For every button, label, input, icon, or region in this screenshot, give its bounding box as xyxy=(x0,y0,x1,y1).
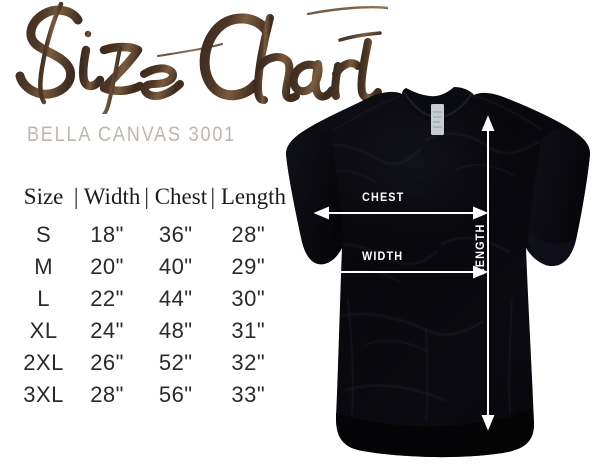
cell-size: 3XL xyxy=(23,382,64,407)
cell-width: 24" xyxy=(90,318,124,343)
column-header-chest: | Chest xyxy=(141,184,211,219)
cell-width: 20" xyxy=(90,254,124,279)
shirt-photo-area: CHEST WIDTH LENGTH xyxy=(276,0,600,474)
table-row: S 18" 36" 28" xyxy=(14,219,286,251)
tshirt-illustration xyxy=(286,87,590,458)
cell-chest: 36" xyxy=(158,222,193,247)
cell-length: 33" xyxy=(231,382,266,407)
cell-length: 31" xyxy=(231,318,266,343)
title-block: BELLA CANVAS 3001 xyxy=(0,0,390,146)
cell-length: 30" xyxy=(231,286,266,311)
subtitle-brand: BELLA CANVAS 3001 xyxy=(26,123,237,146)
header-separator-2: | xyxy=(144,184,149,209)
table-row: L 22" 44" 30" xyxy=(14,283,286,315)
cell-length: 32" xyxy=(231,350,266,375)
table-row: M 20" 40" 29" xyxy=(14,251,286,283)
cell-size: XL xyxy=(29,318,58,343)
cell-length: 29" xyxy=(231,254,266,279)
size-chart-script-title xyxy=(15,1,388,114)
width-arrow xyxy=(313,265,489,279)
header-separator-1: | xyxy=(73,184,79,209)
cell-chest: 48" xyxy=(158,318,193,343)
cell-size: 2XL xyxy=(23,350,64,375)
cell-size: M xyxy=(34,254,54,279)
header-separator-3: | xyxy=(210,184,216,209)
cell-width: 22" xyxy=(90,286,124,311)
column-header-width: | Width xyxy=(73,184,141,219)
table-row: 3XL 28" 56" 33" xyxy=(14,379,286,411)
size-table: Size | Width | Chest | Length S xyxy=(14,184,286,411)
rolled-cuff xyxy=(528,232,576,267)
table-row: 2XL 26" 52" 32" xyxy=(14,347,286,379)
left-sleeve xyxy=(286,130,344,265)
cell-length: 28" xyxy=(231,222,266,247)
cell-chest: 52" xyxy=(158,350,193,375)
cell-size: L xyxy=(37,286,50,311)
table-header-row: Size | Width | Chest | Length xyxy=(14,184,286,219)
cell-chest: 40" xyxy=(158,254,193,279)
cell-chest: 56" xyxy=(158,382,193,407)
cell-width: 26" xyxy=(90,350,124,375)
column-header-size: Size xyxy=(23,184,64,209)
cell-width: 28" xyxy=(90,382,124,407)
header-label-chest: Chest xyxy=(154,184,208,209)
header-label-width: Width xyxy=(83,184,141,209)
column-header-length: | Length xyxy=(210,184,286,219)
length-arrow xyxy=(481,115,495,431)
cell-chest: 44" xyxy=(158,286,193,311)
header-label-length: Length xyxy=(220,184,286,209)
size-table-grid: Size | Width | Chest | Length S xyxy=(14,184,286,411)
chest-arrow xyxy=(313,206,489,220)
cell-width: 18" xyxy=(90,222,124,247)
measurement-arrows xyxy=(313,115,495,431)
right-sleeve xyxy=(528,128,590,266)
neck-label-tag xyxy=(431,104,444,135)
cell-size: S xyxy=(36,222,52,247)
table-row: XL 24" 48" 31" xyxy=(14,315,286,347)
